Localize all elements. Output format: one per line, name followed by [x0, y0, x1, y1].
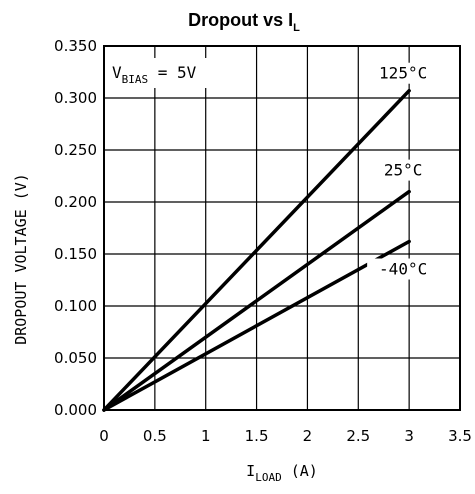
- chart-title: Dropout vs IL: [188, 10, 300, 34]
- x-axis-label-main: I: [246, 462, 255, 480]
- series-line: [102, 189, 411, 412]
- bias-annotation-value: = 5V: [148, 63, 197, 82]
- chart-title-subscript: L: [293, 22, 300, 34]
- y-tick-label: 0.300: [54, 89, 97, 107]
- series-label: 25°C: [384, 161, 423, 180]
- y-tick-label: 0.150: [54, 245, 97, 263]
- series-label: 125°C: [379, 64, 427, 83]
- x-tick-label: 3: [404, 427, 414, 445]
- bias-annotation-main: V: [112, 63, 122, 82]
- series-labels: 125°C 25°C -40°C: [367, 62, 438, 280]
- plot-frame: [103, 45, 461, 411]
- x-tick-label: 3.5: [448, 427, 472, 445]
- x-tick-labels: 0 0.5 1 1.5 2 2.5 3 3.5: [99, 427, 472, 445]
- y-axis-label: DROPOUT VOLTAGE (V): [12, 173, 30, 345]
- y-tick-label: 0.350: [54, 37, 97, 55]
- series-line: [102, 88, 411, 412]
- x-tick-label: 0: [99, 427, 109, 445]
- series-label: -40°C: [379, 260, 427, 279]
- x-tick-label: 0.5: [143, 427, 167, 445]
- x-tick-label: 1.5: [245, 427, 269, 445]
- chart-title-main: Dropout vs I: [188, 10, 293, 30]
- y-tick-label: 0.100: [54, 297, 97, 315]
- x-axis-label-subscript: LOAD: [255, 471, 282, 484]
- series-label-background: [367, 258, 438, 280]
- y-tick-label: 0.000: [54, 401, 97, 419]
- series-line: [102, 239, 411, 412]
- x-axis-label-unit: (A): [282, 462, 318, 480]
- y-tick-label: 0.050: [54, 349, 97, 367]
- x-tick-label: 1: [201, 427, 211, 445]
- y-tick-label: 0.250: [54, 141, 97, 159]
- x-tick-label: 2: [303, 427, 313, 445]
- series-lines: [102, 88, 411, 412]
- y-tick-labels: 0.000 0.050 0.100 0.150 0.200 0.250 0.300 0.350: [54, 37, 97, 419]
- annotation-background: [108, 58, 218, 88]
- x-axis-label: ILOAD (A): [246, 462, 318, 484]
- x-tick-label: 2.5: [346, 427, 370, 445]
- grid-lines: [104, 46, 460, 410]
- bias-annotation-subscript: BIAS: [122, 73, 149, 86]
- series-label-background: [367, 62, 438, 84]
- series-label-background: [367, 159, 438, 181]
- y-tick-label: 0.200: [54, 193, 97, 211]
- bias-annotation: VBIAS = 5V: [112, 63, 197, 86]
